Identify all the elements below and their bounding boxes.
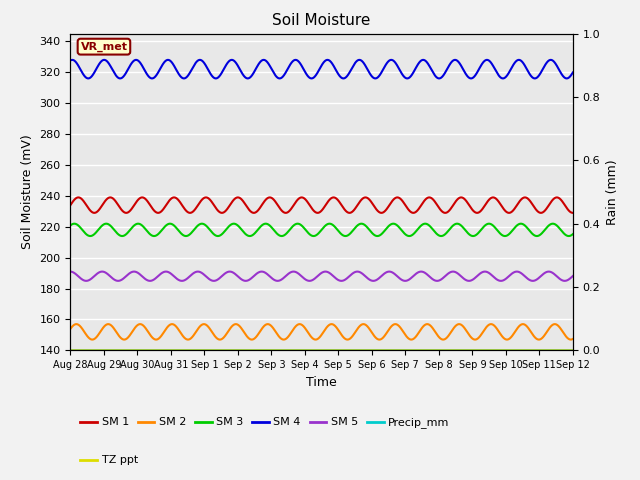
- SM 3: [154, 232, 161, 238]
- Precip_mm: [569, 348, 577, 353]
- SM 5: [281, 274, 289, 280]
- X-axis label: Time: Time: [306, 376, 337, 389]
- Precip_mm: [67, 348, 74, 353]
- SM 1: [106, 194, 114, 200]
- SM 3: [124, 229, 132, 235]
- SM 5: [259, 269, 267, 275]
- SM 1: [281, 210, 289, 216]
- SM 4: [67, 58, 74, 63]
- TZ ppt: [281, 348, 289, 353]
- SM 4: [569, 70, 577, 75]
- SM 3: [569, 231, 577, 237]
- SM 1: [505, 210, 513, 216]
- Line: SM 5: SM 5: [70, 272, 573, 281]
- SM 3: [506, 231, 513, 237]
- Precip_mm: [124, 348, 132, 353]
- SM 2: [344, 336, 351, 342]
- SM 1: [559, 200, 567, 205]
- SM 1: [124, 210, 132, 216]
- SM 5: [67, 269, 74, 275]
- Legend: TZ ppt: TZ ppt: [76, 451, 142, 470]
- SM 2: [506, 336, 513, 342]
- SM 3: [118, 233, 126, 239]
- Precip_mm: [505, 348, 513, 353]
- SM 2: [424, 321, 431, 327]
- SM 1: [569, 210, 577, 216]
- Line: SM 3: SM 3: [70, 224, 573, 236]
- SM 4: [505, 70, 513, 75]
- Y-axis label: Soil Moisture (mV): Soil Moisture (mV): [21, 134, 34, 250]
- SM 5: [569, 273, 577, 279]
- SM 4: [154, 71, 161, 76]
- SM 4: [515, 57, 523, 63]
- TZ ppt: [67, 348, 74, 353]
- SM 5: [559, 278, 567, 284]
- SM 5: [124, 272, 132, 277]
- SM 2: [154, 336, 161, 342]
- SM 3: [67, 223, 74, 228]
- SM 2: [124, 335, 132, 341]
- Text: VR_met: VR_met: [81, 42, 127, 52]
- SM 5: [506, 273, 513, 279]
- SM 4: [281, 71, 289, 77]
- SM 4: [259, 57, 267, 63]
- SM 2: [569, 336, 577, 342]
- SM 2: [259, 324, 267, 330]
- Precip_mm: [259, 348, 267, 353]
- Precip_mm: [281, 348, 289, 353]
- Line: SM 2: SM 2: [70, 324, 573, 339]
- SM 3: [559, 230, 567, 236]
- SM 4: [559, 73, 567, 79]
- Precip_mm: [154, 348, 161, 353]
- TZ ppt: [259, 348, 267, 353]
- TZ ppt: [559, 348, 567, 353]
- TZ ppt: [505, 348, 513, 353]
- TZ ppt: [569, 348, 577, 353]
- SM 4: [124, 67, 132, 73]
- Title: Soil Moisture: Soil Moisture: [273, 13, 371, 28]
- Y-axis label: Rain (mm): Rain (mm): [606, 159, 619, 225]
- SM 2: [67, 326, 74, 332]
- SM 3: [198, 221, 205, 227]
- SM 5: [154, 274, 161, 279]
- SM 5: [210, 278, 218, 284]
- SM 4: [435, 75, 443, 81]
- SM 1: [259, 200, 267, 206]
- SM 2: [559, 330, 567, 336]
- SM 5: [290, 269, 298, 275]
- SM 2: [281, 336, 289, 342]
- Line: SM 4: SM 4: [70, 60, 573, 78]
- Precip_mm: [559, 348, 567, 353]
- SM 1: [154, 210, 161, 216]
- TZ ppt: [154, 348, 161, 353]
- SM 3: [260, 221, 268, 227]
- SM 3: [282, 232, 289, 238]
- TZ ppt: [124, 348, 132, 353]
- SM 1: [67, 202, 74, 208]
- Line: SM 1: SM 1: [70, 197, 573, 213]
